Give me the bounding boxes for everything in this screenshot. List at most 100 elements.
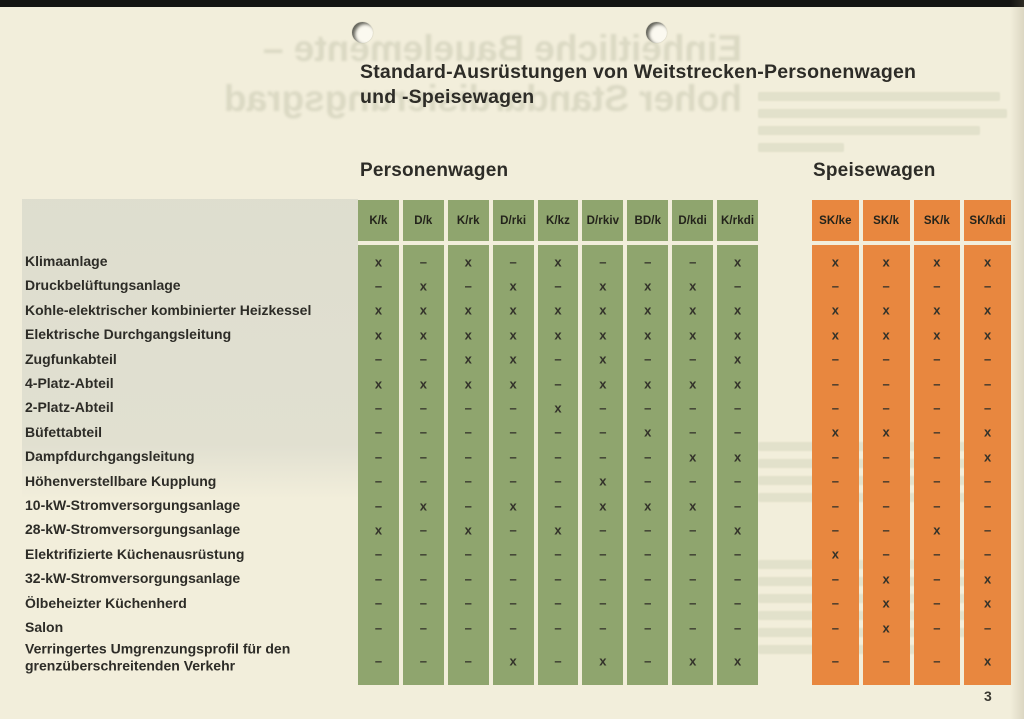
table-cell-mark: – xyxy=(689,254,697,269)
row-label: Höhenverstellbare Kupplung xyxy=(25,472,217,489)
row-label: Druckbelüftungsanlage xyxy=(25,277,181,294)
table-cell-mark: – xyxy=(984,351,992,367)
table-cell-mark: – xyxy=(984,400,992,416)
table-cell-mark: – xyxy=(509,449,517,465)
table-cell-mark: – xyxy=(689,620,697,635)
table-cell-mark: – xyxy=(933,473,941,489)
table-cell-mark: – xyxy=(599,254,607,269)
table-cell-mark: – xyxy=(419,424,427,440)
table-cell-mark: – xyxy=(882,498,890,513)
row-label: 2-Platz-Abteil xyxy=(25,399,114,416)
table-cell-mark: – xyxy=(554,620,562,635)
table-cell-mark: – xyxy=(882,449,890,465)
table-cell-mark: – xyxy=(689,351,697,367)
column-body: – x x x x x – – – x x – – – – – x xyxy=(582,245,624,685)
row-label: Elektrische Durchgangsleitung xyxy=(25,325,232,342)
table-cell-mark: x xyxy=(554,254,562,269)
table-cell-mark: x xyxy=(831,424,839,440)
column-header: D/rki xyxy=(492,200,534,241)
table-cell-mark: – xyxy=(831,351,839,367)
table-cell-mark: – xyxy=(689,522,697,538)
table-cell-mark: – xyxy=(984,546,992,562)
table-cell-mark: – xyxy=(554,278,562,294)
table-cell-mark: x xyxy=(419,327,427,343)
table-cell-mark: x xyxy=(599,653,607,669)
row-label: Salon xyxy=(25,618,64,635)
table-cell-mark: x xyxy=(599,498,607,513)
table-cell-mark: – xyxy=(644,473,652,489)
table-cell-mark: x xyxy=(733,449,742,465)
table-cell-mark: – xyxy=(644,351,652,367)
table-cell-mark: – xyxy=(374,449,383,465)
table-cell-mark: – xyxy=(419,449,427,465)
table-cell-mark: – xyxy=(464,400,472,416)
table-cell-mark: – xyxy=(599,571,607,587)
table-cell-mark: – xyxy=(464,449,472,465)
table-cell-mark: – xyxy=(933,571,941,587)
table-cell-mark: – xyxy=(933,424,941,440)
table-cell-mark: – xyxy=(689,473,697,489)
table-cell-mark: x xyxy=(882,620,890,635)
table-cell-mark: x xyxy=(599,351,607,367)
table-cell-mark: x xyxy=(689,449,697,465)
table-cell-mark: – xyxy=(831,595,839,611)
column-body: x – x x x x – – x – – x – – – – x xyxy=(717,245,759,685)
table-cell-mark: – xyxy=(464,546,472,562)
table-cell-mark: – xyxy=(374,498,383,513)
table-cell-mark: – xyxy=(554,473,562,489)
table-cell-mark: – xyxy=(933,498,941,513)
table-cell-mark: x xyxy=(509,351,517,367)
table-cell-mark: – xyxy=(933,351,941,367)
table-cell-mark: x xyxy=(933,522,941,538)
table-cell-mark: – xyxy=(933,653,941,669)
table-cell-mark: x xyxy=(599,376,607,391)
table-cell-mark: – xyxy=(733,546,742,562)
table-cell-mark: – xyxy=(831,278,839,294)
table-cell-mark: – xyxy=(599,595,607,611)
table-cell-mark: – xyxy=(733,473,742,489)
table-cell-mark: – xyxy=(374,424,383,440)
table-cell-mark: – xyxy=(464,595,472,611)
table-cell-mark: x xyxy=(599,302,607,318)
table-cell-mark: – xyxy=(882,522,890,538)
table-cell-mark: x xyxy=(554,302,562,318)
section-title-speisewagen: Speisewagen xyxy=(813,160,936,181)
table-speisewagen: SK/ke x – x x – – – x – – – – x – – – – SK/k x – x x – – – x – – – – – x… xyxy=(812,200,1011,685)
table-cell-mark: – xyxy=(464,653,472,669)
table-cell-mark: x xyxy=(464,351,472,367)
column-body: x – x x x x – – – – – x – – – – – xyxy=(447,245,489,685)
table-cell-mark: x xyxy=(374,327,383,343)
table-cell-mark: x xyxy=(733,653,742,669)
table-cell-mark: x xyxy=(882,424,890,440)
table-cell-mark: x xyxy=(984,424,992,440)
column-body: x – x x – – x – – – – x – – – – – xyxy=(537,245,579,685)
table-cell-mark: – xyxy=(509,254,517,269)
table-cell-mark: – xyxy=(554,595,562,611)
table-cell-mark: x xyxy=(599,473,607,489)
table-cell-mark: – xyxy=(599,620,607,635)
table-cell-mark: x xyxy=(831,546,839,562)
table-cell-mark: x xyxy=(419,376,427,391)
table-cell-mark: – xyxy=(419,254,427,269)
table-cell-mark: – xyxy=(882,376,890,391)
row-label: Elektrifizierte Küchenausrüstung xyxy=(25,545,245,562)
table-cell-mark: – xyxy=(689,571,697,587)
table-cell-mark: x xyxy=(689,376,697,391)
table-column: SK/k x – x x – – – – – – – x – – – – – xyxy=(913,200,961,685)
table-cell-mark: – xyxy=(984,620,992,635)
table-cell-mark: – xyxy=(554,498,562,513)
column-header: K/rk xyxy=(447,200,489,241)
table-cell-mark: x xyxy=(644,327,652,343)
table-cell-mark: x xyxy=(419,302,427,318)
row-label: Dampfdurchgangsleitung xyxy=(25,447,195,464)
table-column: SK/k x – x x – – – x – – – – – x x x – xyxy=(862,200,910,685)
punch-hole-left xyxy=(352,22,373,43)
table-cell-mark: – xyxy=(831,400,839,416)
row-label: 10-kW-Stromversorgungsanlage xyxy=(25,496,241,513)
table-cell-mark: x xyxy=(831,254,839,269)
table-cell-mark: – xyxy=(554,351,562,367)
table-cell-mark: x xyxy=(882,327,890,343)
table-cell-mark: x xyxy=(733,327,742,343)
table-cell-mark: x xyxy=(933,327,941,343)
